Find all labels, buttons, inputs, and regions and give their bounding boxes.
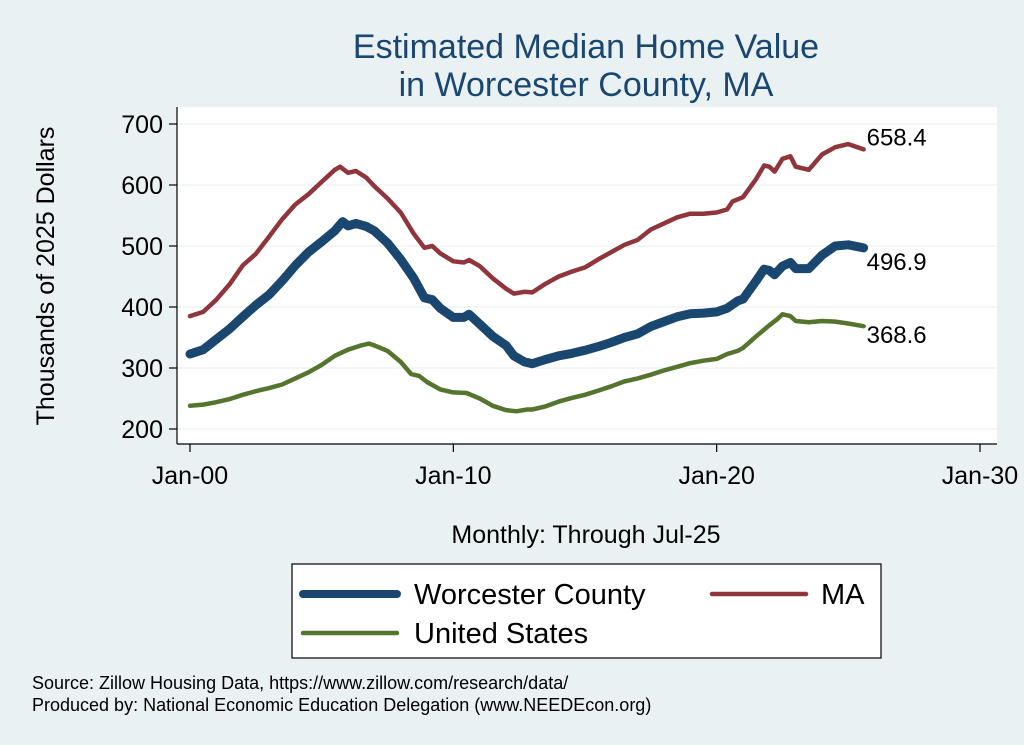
end-labels: 496.9 658.4 368.6 xyxy=(867,124,927,349)
chart-title-line-2: in Worcester County, MA xyxy=(399,66,774,104)
x-tick-label: Jan-00 xyxy=(152,462,228,490)
end-label-ma: 658.4 xyxy=(867,124,927,151)
source-note: Source: Zillow Housing Data, https://www… xyxy=(32,673,568,693)
legend-label-worcester: Worcester County xyxy=(414,579,646,611)
y-tick-label: 400 xyxy=(121,294,163,322)
y-ticks: 200 300 400 500 600 700 xyxy=(121,111,177,444)
x-tick-label: Jan-10 xyxy=(415,462,491,490)
axes xyxy=(176,107,997,445)
x-ticks: Jan-00 Jan-10 Jan-20 Jan-30 xyxy=(152,444,1018,490)
produced-by-note: Produced by: National Economic Education… xyxy=(32,695,651,715)
series-lines xyxy=(185,141,869,414)
end-label-us: 368.6 xyxy=(867,322,927,349)
series-line-us xyxy=(187,312,866,414)
legend-box xyxy=(291,563,882,659)
series-line-ma xyxy=(187,141,866,319)
legend-label-ma: MA xyxy=(821,579,865,611)
x-tick-label: Jan-20 xyxy=(678,462,754,490)
chart-title-line-1: Estimated Median Home Value xyxy=(353,28,819,66)
y-tick-label: 600 xyxy=(121,172,163,200)
legend: Worcester County MA United States xyxy=(291,563,882,659)
y-tick-label: 200 xyxy=(121,416,163,444)
end-label-worcester: 496.9 xyxy=(867,249,927,276)
x-tick-label: Jan-30 xyxy=(942,462,1018,490)
y-tick-label: 500 xyxy=(121,233,163,261)
series-line-worcester xyxy=(185,217,869,369)
y-axis-title: Thousands of 2025 Dollars xyxy=(32,127,60,426)
y-tick-label: 300 xyxy=(121,355,163,383)
legend-label-us: United States xyxy=(414,618,588,650)
y-tick-label: 700 xyxy=(121,111,163,139)
plot-area xyxy=(177,107,997,444)
x-axis-title: Monthly: Through Jul-25 xyxy=(451,521,720,549)
